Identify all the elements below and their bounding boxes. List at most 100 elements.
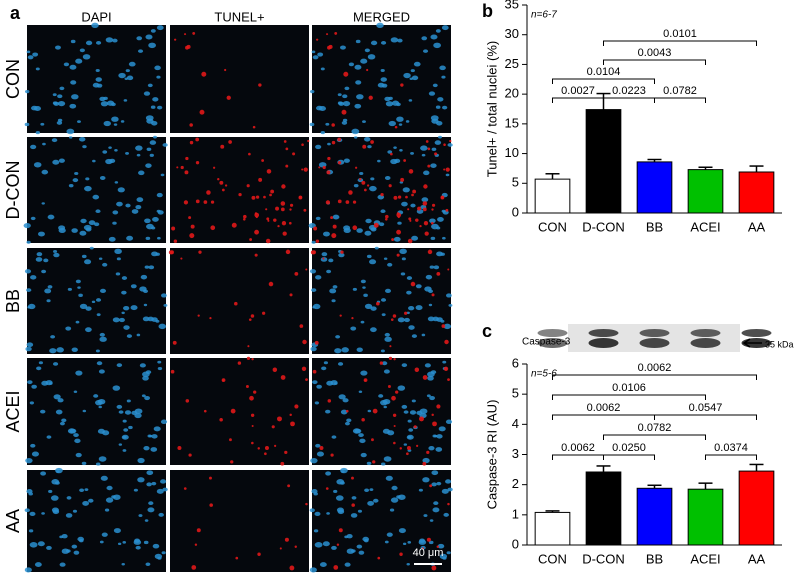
nucleus [24,122,30,127]
tunel-nucleus [275,206,279,211]
micrograph-background [27,470,166,572]
nucleus [155,319,160,323]
nucleus [75,58,83,64]
nucleus [33,105,41,111]
nucleus [403,72,411,79]
tunel-nucleus [269,193,272,197]
nucleus [49,348,57,354]
nucleus [99,540,104,544]
bar [687,169,724,214]
tunel-nucleus [331,140,336,145]
micrograph [308,135,453,244]
nucleus [112,317,120,323]
nucleus [126,334,132,338]
tunel-nucleus [391,395,396,401]
tunel-nucleus [337,137,342,142]
nucleus [397,38,403,43]
nucleus [326,269,332,274]
nucleus [433,501,439,506]
blot-arrow [742,338,762,348]
nucleus [46,545,52,550]
nucleus [399,248,407,255]
nucleus [147,507,155,513]
nucleus [446,551,451,555]
micrograph [309,467,453,573]
tunel-nucleus [431,208,434,211]
nucleus [383,257,388,260]
nucleus [332,214,340,220]
nucleus [96,83,103,88]
nucleus [80,218,87,224]
nucleus [430,115,439,121]
tunel-nucleus [171,226,176,231]
tunel-nucleus [258,83,262,87]
nucleus [128,425,133,430]
nucleus [441,488,449,494]
nucleus [70,39,76,44]
nucleus [425,274,433,280]
tunel-nucleus [314,340,319,345]
micrograph [309,246,453,354]
nucleus [437,216,444,222]
tunel-nucleus [395,390,399,394]
tunel-nucleus [315,239,320,243]
nucleus [30,216,36,221]
nucleus [96,313,101,317]
tunel-nucleus [337,160,342,165]
tunel-nucleus [197,314,200,317]
nucleus [156,192,163,198]
nucleus [95,41,102,45]
tunel-nucleus [266,169,272,174]
nucleus [386,532,393,537]
significance-bracket [552,454,604,460]
nucleus [383,456,392,462]
nucleus [363,293,368,297]
nucleus [148,42,156,49]
nucleus [342,100,351,107]
micrograph [24,22,166,135]
tunel-nucleus [253,390,257,394]
nucleus [157,210,164,215]
nucleus [139,363,146,368]
tunel-nucleus [340,250,344,254]
nucleus [134,408,143,414]
nucleus [79,488,85,492]
tunel-nucleus [209,503,213,507]
nucleus [377,159,381,163]
nucleus [406,290,412,295]
nucleus [150,447,158,452]
nucleus [442,236,446,240]
row-label: D-CON [3,161,23,220]
micrograph-background [27,137,166,243]
tunel-nucleus [177,446,182,451]
tunel-nucleus [277,224,280,228]
tunel-nucleus [414,367,420,372]
nucleus [348,62,355,67]
nucleus [147,83,153,88]
nucleus [342,118,348,122]
nucleus [390,37,399,43]
p-value: 0.0106 [612,382,646,394]
tunel-nucleus [289,203,294,207]
micrograph [24,467,168,573]
nucleus [387,150,393,154]
tunel-nucleus [322,165,326,170]
nucleus [56,470,60,473]
micrograph-background [170,248,309,354]
tunel-nucleus [270,189,275,194]
nucleus [431,470,439,476]
tunel-nucleus [363,378,368,382]
nucleus [139,286,147,292]
tunel-nucleus [191,565,197,570]
nucleus [346,548,355,554]
nucleus [91,22,99,28]
micrograph [23,135,168,244]
nucleus [111,116,119,122]
blot-band [639,338,670,348]
nucleus [397,221,402,225]
nucleus [411,75,419,81]
nucleus [338,394,346,400]
p-value: 0.0250 [612,442,646,454]
nucleus [318,105,326,111]
tunel-nucleus [372,408,378,414]
